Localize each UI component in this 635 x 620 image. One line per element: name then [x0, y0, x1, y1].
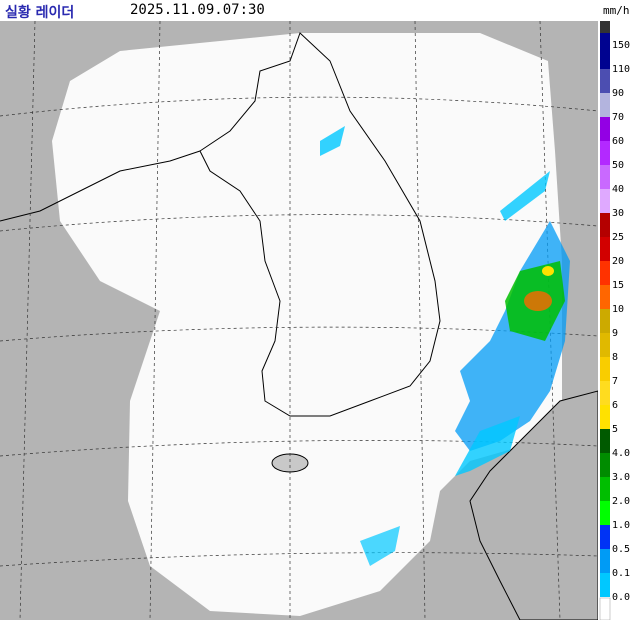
legend-label: 0.0: [612, 592, 630, 603]
legend-label: 0.1: [612, 568, 630, 579]
grid: [0, 21, 598, 620]
legend-swatch: [600, 237, 610, 261]
unit: mm/h: [603, 4, 630, 17]
legend-swatch: [600, 381, 610, 405]
legend-label: 6: [612, 400, 618, 411]
legend-label: 4.0: [612, 448, 630, 459]
legend-swatch: [600, 549, 610, 573]
legend-label: 110: [612, 64, 630, 75]
legend-label: 10: [612, 304, 624, 315]
legend: 150 110 90 70 60 50 40 30 25 20 15 10 9 8 7 6 5 4.0 3.0 2.0…: [599, 21, 630, 620]
legend-swatch: [600, 261, 610, 285]
legend-label: 0.5: [612, 544, 630, 555]
legend-swatch: [600, 69, 610, 93]
legend-label: 30: [612, 208, 624, 219]
legend-label: 15: [612, 280, 624, 291]
legend-label: 50: [612, 160, 624, 171]
legend-swatch: [600, 165, 610, 189]
legend-top: [600, 21, 610, 33]
legend-swatch: [600, 285, 610, 309]
legend-swatch: [600, 309, 610, 333]
legend-swatch: [600, 189, 610, 213]
legend-swatch: [600, 213, 610, 237]
legend-label: 150: [612, 40, 630, 51]
legend-swatch: [600, 141, 610, 165]
legend-label: 5: [612, 424, 618, 435]
legend-label: 9: [612, 328, 618, 339]
rain-echo: [320, 126, 570, 566]
legend-swatch: [600, 33, 610, 45]
title: 실황 레이더: [5, 5, 75, 21]
legend-label: 3.0: [612, 472, 630, 483]
legend-label: 8: [612, 352, 618, 363]
legend-swatch: [600, 333, 610, 357]
legend-swatch: [600, 429, 610, 453]
legend-swatch: [600, 501, 610, 525]
legend-swatch: [600, 117, 610, 141]
legend-label: 90: [612, 88, 624, 99]
legend-swatch: [600, 357, 610, 381]
radar-map: [0, 21, 598, 620]
legend-label: 25: [612, 232, 624, 243]
legend-label: 1.0: [612, 520, 630, 531]
header: 실황 레이더 2025.11.09.07:30 mm/h: [0, 0, 635, 21]
legend-label: 7: [612, 376, 618, 387]
legend-swatch: [600, 573, 610, 597]
legend-swatch: [600, 45, 610, 69]
legend-label: 40: [612, 184, 624, 195]
legend-label: 60: [612, 136, 624, 147]
legend-swatch: [600, 477, 610, 501]
timestamp: 2025.11.09.07:30: [130, 2, 265, 18]
legend-label: 70: [612, 112, 624, 123]
legend-swatch: [600, 405, 610, 429]
legend-label: 20: [612, 256, 624, 267]
legend-bottom: [599, 597, 611, 620]
legend-swatch: [600, 525, 610, 549]
legend-label: 2.0: [612, 496, 630, 507]
legend-swatch: [600, 93, 610, 117]
legend-swatch: [600, 453, 610, 477]
